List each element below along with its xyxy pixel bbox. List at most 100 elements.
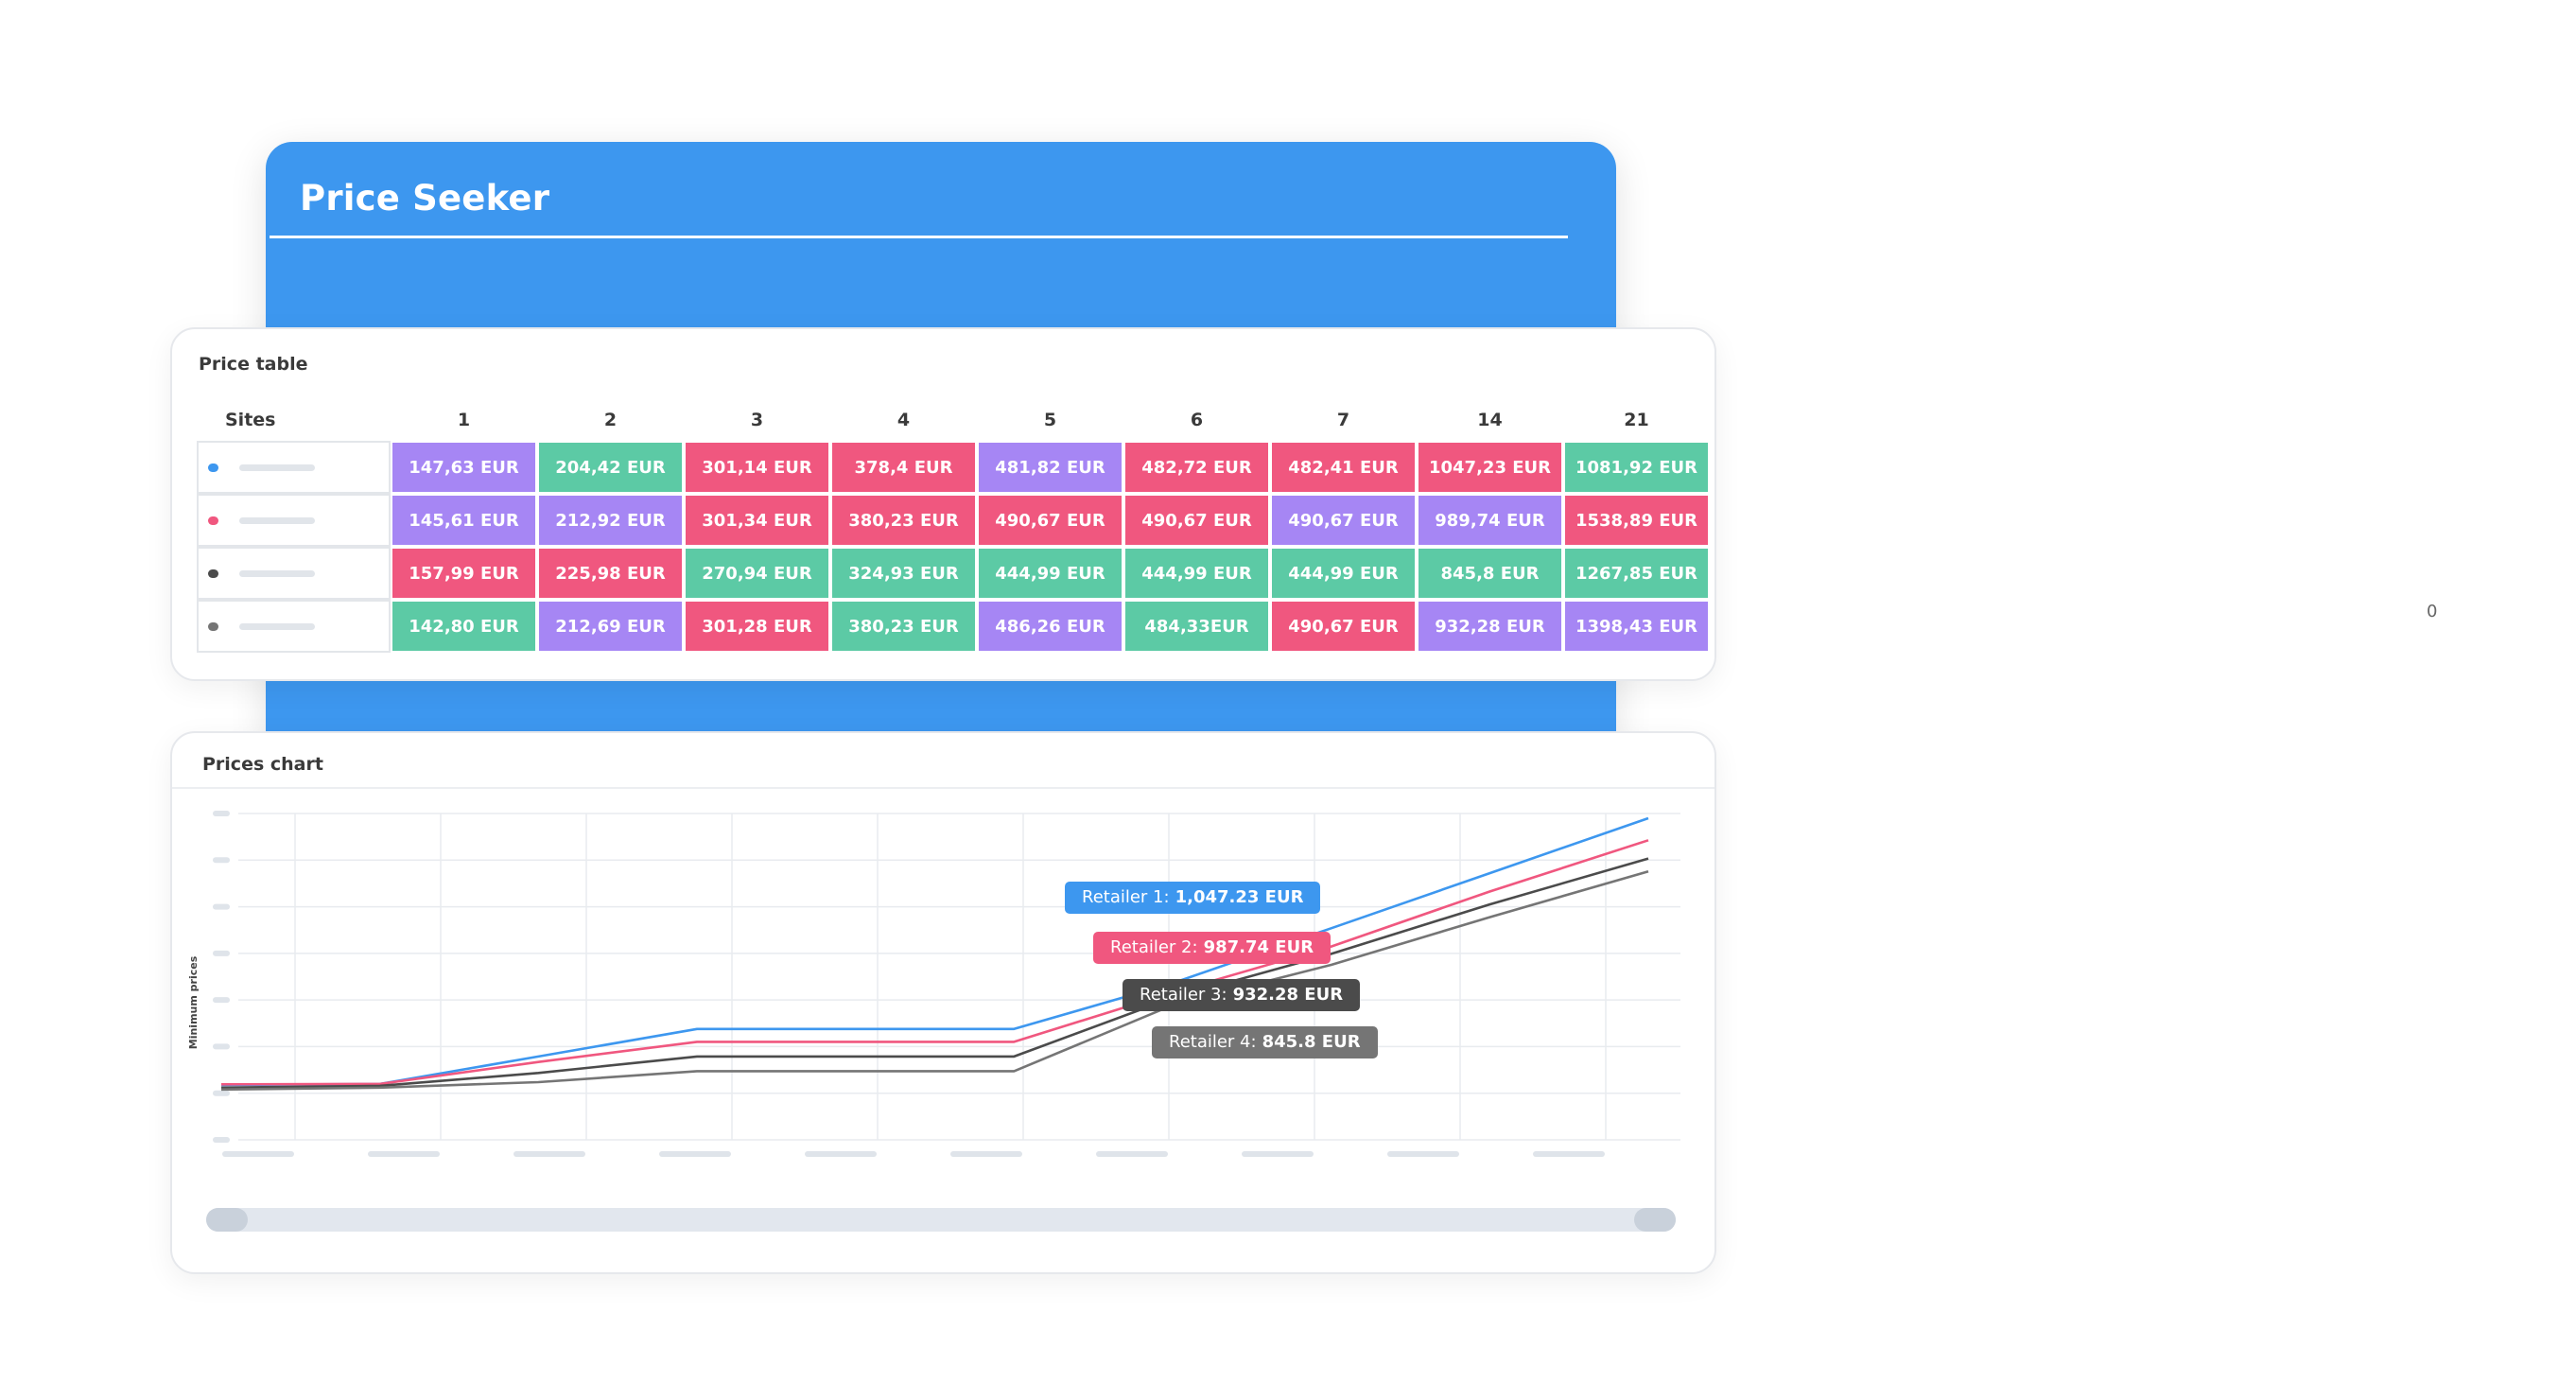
y-tick-placeholder	[213, 1137, 230, 1143]
chart-series	[220, 816, 1649, 1092]
x-tick-placeholder	[513, 1151, 585, 1157]
series-line-retailer-3	[220, 857, 1649, 1090]
price-cell: 845,8 EUR	[1417, 547, 1563, 600]
x-tick-placeholder	[805, 1151, 877, 1157]
column-header: 1	[457, 410, 471, 430]
column-header: 6	[1190, 410, 1204, 430]
price-cell: 157,99 EUR	[391, 547, 537, 600]
y-tick-placeholder	[213, 811, 230, 816]
x-tick-placeholder	[1096, 1151, 1168, 1157]
tooltip-label: Retailer 4:	[1169, 1032, 1257, 1052]
x-tick-placeholder	[659, 1151, 731, 1157]
tooltip-label: Retailer 2:	[1110, 937, 1198, 957]
column-header: 3	[750, 410, 764, 430]
price-cell: 482,72 EUR	[1123, 441, 1270, 494]
price-cell: 147,63 EUR	[391, 441, 537, 494]
sites-column-header: Sites	[225, 410, 276, 430]
price-cell: 444,99 EUR	[977, 547, 1123, 600]
price-cell: 490,67 EUR	[977, 494, 1123, 547]
tooltip-retailer-1: Retailer 1: 1,047.23 EUR	[1065, 882, 1321, 914]
price-cell: 1538,89 EUR	[1563, 494, 1710, 547]
site-color-dot	[208, 621, 218, 631]
y-tick-placeholder	[213, 950, 230, 956]
price-cell: 1267,85 EUR	[1563, 547, 1710, 600]
price-cell: 212,69 EUR	[537, 600, 684, 653]
series-line-retailer-1	[220, 816, 1649, 1087]
price-cell: 1047,23 EUR	[1417, 441, 1563, 494]
price-cell: 301,14 EUR	[684, 441, 830, 494]
site-color-dot	[208, 463, 218, 472]
table-row: 142,80 EUR 212,69 EUR 301,28 EUR 380,23 EUR…	[197, 600, 1710, 653]
tooltip-retailer-2: Retailer 2: 987.74 EUR	[1093, 932, 1332, 964]
site-cell	[197, 600, 391, 653]
tooltip-value: 932.28 EUR	[1232, 985, 1344, 1005]
price-cell: 444,99 EUR	[1123, 547, 1270, 600]
column-header: 4	[896, 410, 911, 430]
series-line-retailer-2	[220, 839, 1649, 1086]
site-cell	[197, 441, 391, 494]
column-header: 7	[1336, 410, 1350, 430]
title-divider	[270, 236, 1568, 238]
x-tick-placeholder	[1387, 1151, 1459, 1157]
site-cell	[197, 547, 391, 600]
y-axis-label: Minimum prices	[187, 955, 200, 1049]
price-cell: 486,26 EUR	[977, 600, 1123, 653]
x-tick-placeholder	[950, 1151, 1022, 1157]
table-row: 147,63 EUR 204,42 EUR 301,14 EUR 378,4 EUR 4…	[197, 441, 1710, 494]
prices-chart-card: Prices chart Minimum prices Retailer 1: 1…	[170, 731, 1716, 1274]
x-tick-placeholder	[1242, 1151, 1314, 1157]
chart-grid	[238, 813, 1680, 1141]
price-cell: 270,94 EUR	[684, 547, 830, 600]
price-cell: 484,33EUR	[1123, 600, 1270, 653]
site-name-placeholder	[239, 516, 315, 524]
y-tick-placeholder	[213, 857, 230, 864]
x-tick-placeholder	[1533, 1151, 1605, 1157]
price-cell: 301,28 EUR	[684, 600, 830, 653]
tooltip-label: Retailer 1:	[1082, 887, 1170, 907]
column-header: 5	[1043, 410, 1057, 430]
y-tick-placeholder	[213, 1043, 230, 1050]
prices-line-chart: Minimum prices	[187, 811, 1680, 1157]
site-color-dot	[208, 569, 218, 578]
stray-label: 0	[2427, 602, 2438, 621]
price-cell: 1081,92 EUR	[1563, 441, 1710, 494]
column-header: 14	[1477, 410, 1503, 430]
site-color-dot	[208, 516, 218, 525]
site-name-placeholder	[239, 622, 315, 630]
price-cell: 324,93 EUR	[830, 547, 977, 600]
price-cell: 989,74 EUR	[1417, 494, 1563, 547]
x-tick-placeholder	[222, 1151, 294, 1157]
scroll-handle-left[interactable]	[206, 1208, 248, 1232]
chart-scrollbar[interactable]	[206, 1208, 1676, 1232]
price-cell: 932,28 EUR	[1417, 600, 1563, 653]
column-header: 2	[603, 410, 618, 430]
site-name-placeholder	[239, 569, 315, 577]
price-table: Sites 1 2 3 4 5 6 7 14 21 147,63 EUR 204,…	[197, 399, 1710, 653]
tooltip-retailer-4: Retailer 4: 845.8 EUR	[1152, 1026, 1378, 1058]
price-cell: 204,42 EUR	[537, 441, 684, 494]
price-cell: 481,82 EUR	[977, 441, 1123, 494]
price-cell: 380,23 EUR	[830, 494, 977, 547]
y-tick-placeholder	[213, 1090, 230, 1096]
price-cell: 212,92 EUR	[537, 494, 684, 547]
price-cell: 490,67 EUR	[1123, 494, 1270, 547]
price-cell: 482,41 EUR	[1270, 441, 1417, 494]
site-name-placeholder	[239, 464, 315, 471]
tooltip-value: 845.8 EUR	[1262, 1032, 1361, 1052]
series-line-retailer-4	[220, 869, 1649, 1092]
tooltip-retailer-3: Retailer 3: 932.28 EUR	[1123, 979, 1361, 1011]
price-cell: 444,99 EUR	[1270, 547, 1417, 600]
prices-chart-title: Prices chart	[202, 754, 323, 775]
price-cell: 142,80 EUR	[391, 600, 537, 653]
app-title: Price Seeker	[300, 178, 550, 219]
price-table-card: Price table Sites 1 2 3 4 5 6 7 14 21 14…	[170, 327, 1716, 681]
tooltip-value: 1,047.23 EUR	[1175, 887, 1304, 907]
chart-header-divider	[172, 787, 1714, 789]
price-cell: 490,67 EUR	[1270, 494, 1417, 547]
chart-ticks	[213, 811, 1605, 1157]
site-cell	[197, 494, 391, 547]
scroll-handle-right[interactable]	[1634, 1208, 1676, 1232]
table-header-row: Sites 1 2 3 4 5 6 7 14 21	[197, 399, 1710, 441]
price-cell: 301,34 EUR	[684, 494, 830, 547]
table-row: 157,99 EUR 225,98 EUR 270,94 EUR 324,93 EUR…	[197, 547, 1710, 600]
